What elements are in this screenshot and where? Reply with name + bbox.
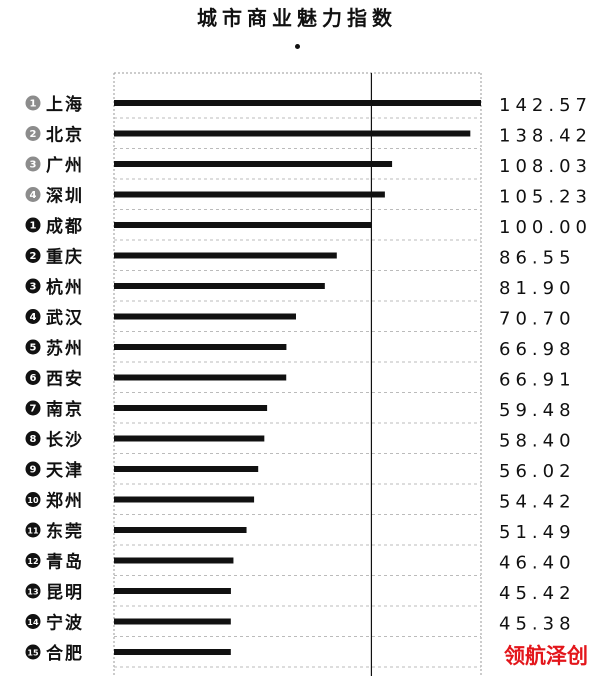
bar	[114, 100, 481, 106]
rank-number: 7	[30, 404, 37, 415]
rank-badge	[25, 278, 41, 294]
value-label: 45.42	[499, 583, 576, 604]
city-label: 天津	[46, 460, 84, 481]
bar	[114, 344, 287, 350]
rank-badge	[25, 309, 41, 324]
rank-badge	[25, 95, 41, 111]
rank-number: 9	[30, 465, 37, 476]
city-label: 西安	[46, 369, 84, 390]
rank-badge	[25, 614, 41, 629]
city-label: 成都	[46, 216, 84, 237]
rank-number: 3	[30, 160, 37, 171]
rank-badge	[25, 370, 41, 385]
city-label: 杭州	[46, 277, 84, 298]
bar	[114, 496, 255, 503]
rank-badge	[25, 217, 41, 233]
city-label: 重庆	[46, 247, 84, 268]
bar	[114, 222, 372, 228]
rank-badge	[25, 522, 41, 538]
city-label: 长沙	[46, 430, 84, 451]
city-label: 郑州	[46, 491, 84, 512]
value-label: 86.55	[499, 248, 576, 269]
bar	[114, 161, 393, 167]
city-label: 合肥	[46, 643, 84, 664]
rank-number: 14	[27, 618, 39, 627]
bar	[114, 405, 268, 411]
value-label: 108.03	[499, 156, 592, 177]
rank-badge	[25, 400, 41, 416]
value-label: 66.91	[499, 370, 576, 391]
rank-badge	[25, 492, 41, 507]
rank-badge	[25, 461, 41, 477]
title-dot	[295, 44, 300, 49]
value-label: 45.38	[499, 614, 576, 635]
city-label: 北京	[46, 125, 84, 146]
bar	[114, 588, 231, 594]
rank-number: 12	[27, 557, 38, 566]
rank-badge	[25, 156, 41, 172]
rank-number: 2	[30, 129, 37, 140]
bar	[114, 466, 259, 472]
value-label: 51.49	[499, 522, 576, 543]
bar	[114, 130, 471, 137]
rank-badge	[25, 187, 41, 202]
bar	[114, 649, 231, 655]
value-label: 100.00	[499, 217, 592, 238]
bar	[114, 435, 265, 442]
value-label: 66.98	[499, 339, 576, 360]
value-label: 54.42	[499, 492, 576, 513]
value-label: 58.40	[499, 431, 576, 452]
rank-badge	[25, 583, 41, 599]
rank-number: 15	[27, 649, 39, 658]
bar	[114, 252, 337, 259]
bar	[114, 283, 325, 289]
bar	[114, 374, 287, 381]
rank-number: 4	[30, 312, 37, 323]
value-label: 46.40	[499, 553, 576, 574]
value-label: 81.90	[499, 278, 576, 299]
bar	[114, 313, 296, 320]
city-label: 昆明	[46, 583, 84, 603]
rank-badge	[25, 553, 41, 568]
city-label: 南京	[46, 399, 84, 420]
value-label: 138.42	[499, 126, 592, 147]
watermark-text: 领航泽创	[504, 644, 588, 668]
rank-badge	[25, 126, 41, 141]
city-label: 深圳	[46, 186, 84, 207]
bar	[114, 618, 231, 625]
rank-number: 4	[30, 190, 37, 201]
city-label: 东莞	[46, 521, 84, 542]
city-label: 宁波	[46, 613, 84, 634]
bar	[114, 527, 247, 533]
bar	[114, 191, 385, 198]
rank-badge	[25, 248, 41, 263]
city-label: 苏州	[46, 338, 84, 359]
rank-number: 11	[27, 527, 39, 536]
value-label: 59.48	[499, 400, 576, 421]
bar	[114, 557, 234, 564]
rank-number: 1	[30, 221, 37, 232]
rank-number: 6	[30, 373, 37, 384]
value-label: 70.70	[499, 309, 576, 330]
rank-number: 1	[30, 99, 37, 110]
rank-number: 13	[27, 588, 38, 597]
value-label: 142.57	[499, 95, 592, 116]
city-label: 上海	[46, 94, 84, 115]
rank-number: 5	[30, 343, 37, 354]
value-label: 105.23	[499, 187, 592, 208]
value-label: 56.02	[499, 461, 576, 482]
city-label: 武汉	[46, 308, 84, 329]
rank-badge	[25, 431, 41, 446]
chart-title: 城市商业魅力指数	[197, 6, 397, 30]
rank-badge	[25, 644, 41, 660]
rank-number: 8	[30, 434, 37, 445]
rank-number: 2	[30, 251, 37, 262]
rank-number: 3	[30, 282, 37, 293]
rank-number: 10	[27, 496, 39, 505]
city-label: 广州	[46, 155, 84, 176]
city-label: 青岛	[46, 552, 84, 573]
rank-badge	[25, 339, 41, 355]
